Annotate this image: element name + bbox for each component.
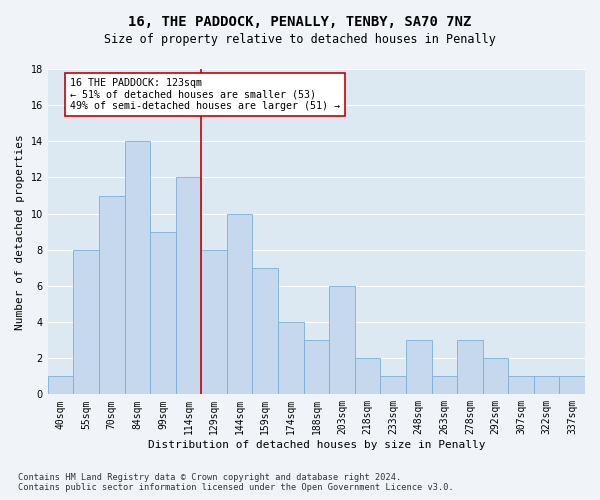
Bar: [278, 322, 304, 394]
Text: 16 THE PADDOCK: 123sqm
← 51% of detached houses are smaller (53)
49% of semi-det: 16 THE PADDOCK: 123sqm ← 51% of detached…: [70, 78, 340, 111]
Bar: [176, 178, 201, 394]
Bar: [534, 376, 559, 394]
Bar: [457, 340, 482, 394]
Bar: [329, 286, 355, 395]
Bar: [355, 358, 380, 395]
Bar: [559, 376, 585, 394]
X-axis label: Distribution of detached houses by size in Penally: Distribution of detached houses by size …: [148, 440, 485, 450]
Bar: [125, 142, 150, 394]
Bar: [48, 376, 73, 394]
Bar: [431, 376, 457, 394]
Bar: [380, 376, 406, 394]
Bar: [253, 268, 278, 394]
Text: Contains HM Land Registry data © Crown copyright and database right 2024.
Contai: Contains HM Land Registry data © Crown c…: [18, 473, 454, 492]
Text: Size of property relative to detached houses in Penally: Size of property relative to detached ho…: [104, 32, 496, 46]
Bar: [406, 340, 431, 394]
Y-axis label: Number of detached properties: Number of detached properties: [15, 134, 25, 330]
Bar: [508, 376, 534, 394]
Bar: [73, 250, 99, 394]
Bar: [201, 250, 227, 394]
Bar: [99, 196, 125, 394]
Bar: [227, 214, 253, 394]
Bar: [482, 358, 508, 395]
Bar: [304, 340, 329, 394]
Text: 16, THE PADDOCK, PENALLY, TENBY, SA70 7NZ: 16, THE PADDOCK, PENALLY, TENBY, SA70 7N…: [128, 15, 472, 29]
Bar: [150, 232, 176, 394]
